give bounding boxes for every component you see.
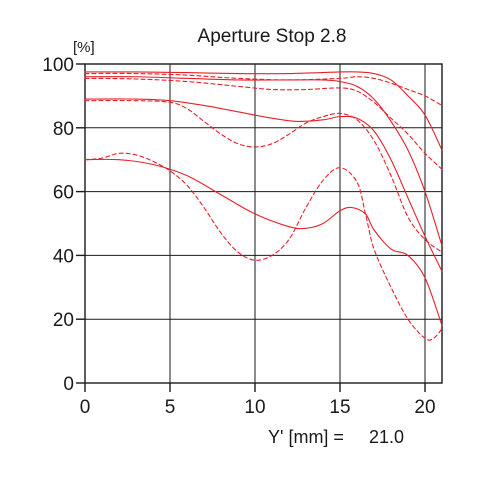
y-tick-label-0: 0 — [63, 374, 74, 395]
y-tick-label-100: 100 — [42, 55, 74, 76]
mtf-curve-2-dashed — [84, 72, 443, 107]
mtf-curve-7-solid — [84, 158, 443, 327]
x-axis-label: Y' [mm] = — [268, 427, 344, 447]
horizontal-gridlines — [85, 63, 442, 320]
y-tick-label-60: 60 — [53, 183, 74, 204]
x-axis-ticks: 0 5 10 15 20 — [80, 383, 436, 418]
x-axis-max-value: 21.0 — [369, 427, 404, 447]
x-tick-label-5: 5 — [165, 397, 176, 418]
x-tick-label-0: 0 — [80, 397, 91, 418]
mtf-curve-5-solid — [84, 98, 443, 272]
x-tick-label-20: 20 — [414, 397, 435, 418]
mtf-curve-3-solid — [84, 76, 443, 247]
x-tick-label-10: 10 — [244, 397, 265, 418]
mtf-curve-1-solid — [84, 71, 443, 151]
y-tick-label-80: 80 — [53, 119, 74, 140]
mtf-curve-6-dashed — [84, 100, 443, 253]
mtf-curve-4-dashed — [84, 77, 443, 170]
mtf-curves — [84, 71, 443, 341]
y-axis-ticks: 0 20 40 60 80 100 — [42, 55, 85, 395]
y-tick-label-40: 40 — [53, 246, 74, 267]
y-tick-label-20: 20 — [53, 310, 74, 331]
y-axis-unit: [%] — [73, 39, 95, 56]
plot-frame — [84, 63, 443, 384]
x-tick-label-15: 15 — [329, 397, 350, 418]
chart-title: Aperture Stop 2.8 — [198, 26, 347, 47]
mtf-curve-8-dashed — [84, 152, 443, 341]
